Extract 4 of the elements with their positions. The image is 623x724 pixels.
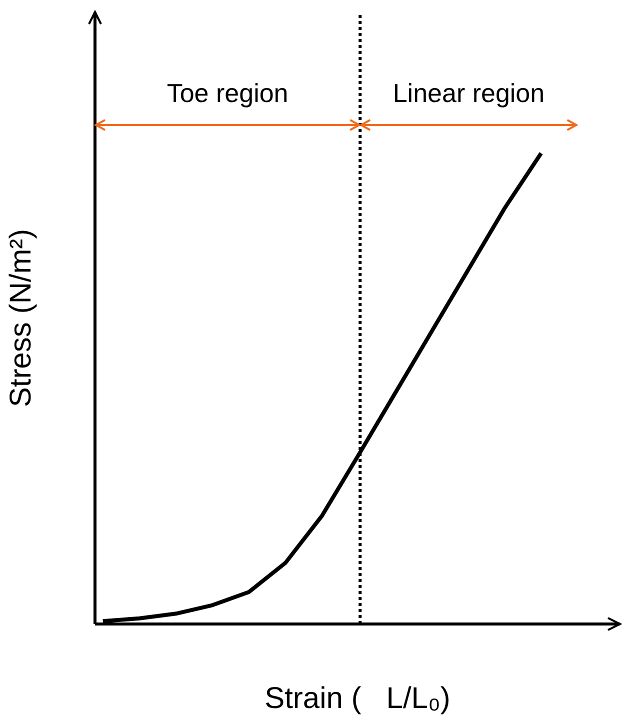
x-axis-title: Strain ( L/L₀) (264, 682, 450, 715)
text: Toe region (166, 78, 288, 108)
text: Linear region (392, 78, 545, 108)
y-axis-title: Stress (N/m²) (4, 228, 38, 408)
